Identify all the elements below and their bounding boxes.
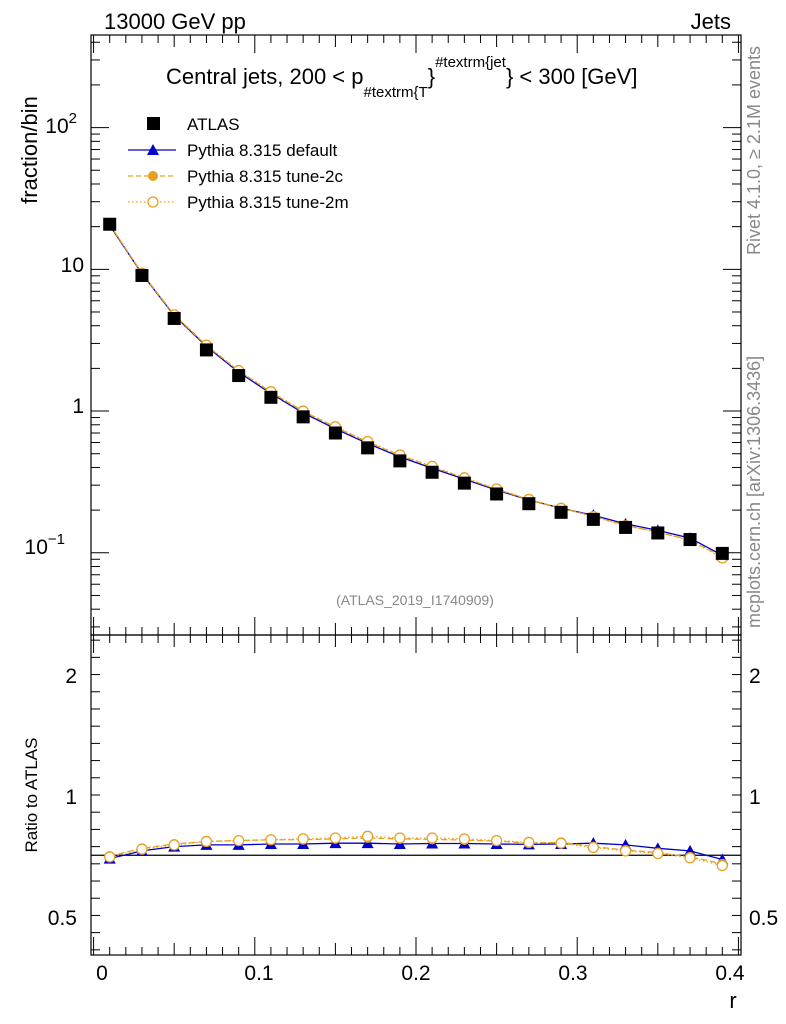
ratio-tick-label-0.5: 0.5: [48, 907, 77, 930]
ratio-tick-label-right-2: 2: [749, 665, 761, 688]
legend-label-atlas: ATLAS: [187, 115, 240, 134]
legend-marker-tune2c: [148, 171, 158, 181]
x-tick-label-0.3: 0.3: [558, 962, 587, 985]
point-atlas: [264, 390, 278, 404]
x-ticks: [93, 35, 739, 955]
ratio-point-pythia-8-315-tune-2m: [458, 833, 471, 845]
ratio-series: [103, 830, 729, 872]
y-tick-label-1: 1: [72, 395, 84, 418]
rivet-version-label: Rivet 4.1.0, ≥ 2.1M events: [744, 46, 764, 255]
ratio-point-pythia-8-315-tune-2m: [233, 834, 245, 847]
ratio-point-pythia-8-315-tune-2m: [361, 830, 374, 842]
ratio-point-pythia-8-315-tune-2m: [136, 843, 148, 855]
mcplots-label: mcplots.cern.ch [arXiv:1306.3436]: [744, 356, 764, 628]
point-atlas: [619, 520, 633, 534]
ratio-plot-frame: [90, 634, 742, 956]
y-tick-label-10: 10: [61, 254, 84, 277]
point-atlas: [328, 426, 342, 440]
ratio-point-pythia-8-315-tune-2m: [426, 832, 438, 844]
point-atlas: [522, 497, 536, 511]
point-atlas: [425, 465, 439, 479]
point-atlas: [199, 343, 213, 357]
ratio-tick-label-1: 1: [65, 786, 77, 809]
x-tick-label-0.1: 0.1: [244, 962, 273, 985]
point-atlas: [167, 311, 181, 325]
ratio-point-pythia-8-315-tune-2m: [555, 837, 567, 849]
ratio-point-pythia-8-315-tune-2m: [490, 834, 503, 847]
ratio-point-pythia-8-315-tune-2m: [104, 851, 116, 863]
ratio-point-pythia-8-315-tune-2m: [329, 832, 342, 844]
point-atlas: [135, 268, 149, 282]
legend: ATLAS Pythia 8.315 default Pythia 8.315 …: [128, 115, 349, 212]
y-axis-title: fraction/bin: [17, 96, 42, 204]
legend-label-tune2c: Pythia 8.315 tune-2c: [187, 167, 343, 186]
legend-label-tune2m: Pythia 8.315 tune-2m: [187, 193, 349, 212]
ratio-tick-label-right-0.5: 0.5: [749, 907, 778, 930]
x-tick-label-0.4: 0.4: [715, 962, 745, 985]
ratio-point-pythia-8-315-tune-2m: [168, 839, 180, 851]
ratio-point-pythia-8-315-tune-2m: [297, 833, 309, 845]
ratio-y-ticks: [91, 639, 741, 951]
point-atlas: [393, 454, 407, 468]
y-tick-label-100: 102: [45, 110, 77, 138]
ratio-point-pythia-8-315-tune-2m: [200, 835, 213, 848]
point-atlas: [586, 512, 600, 526]
series-line-pythia-8-315-default: [109, 225, 723, 556]
ratio-tick-label-2: 2: [65, 665, 77, 688]
main-y-ticks: [91, 41, 741, 628]
series-line-pythia-8-315-tune-2m: [109, 224, 723, 559]
ratio-point-pythia-8-315-tune-2m: [394, 832, 406, 844]
x-tick-label-0: 0: [96, 962, 108, 985]
point-atlas: [490, 487, 504, 501]
point-atlas: [554, 505, 568, 519]
point-atlas: [651, 526, 665, 540]
ratio-point-pythia-8-315-tune-2m: [619, 845, 632, 857]
series-line-pythia-8-315-tune-2c: [109, 224, 723, 558]
legend-marker-atlas: [147, 117, 160, 130]
ratio-point-pythia-8-315-tune-2m: [265, 834, 277, 846]
ratio-point-pythia-8-315-tune-2m: [523, 836, 535, 848]
ratio-point-pythia-8-315-tune-2m: [652, 847, 664, 860]
chart-title: Central jets, 200 < p#textrm{T}#textrm{j…: [166, 54, 637, 101]
point-atlas: [232, 369, 246, 383]
ratio-point-pythia-8-315-tune-2m: [684, 852, 696, 864]
analysis-id-label: (ATLAS_2019_I1740909): [336, 592, 494, 608]
legend-marker-tune2m: [147, 196, 159, 208]
y-tick-label-0.1: 10−1: [25, 531, 65, 559]
ratio-point-pythia-8-315-tune-2m: [716, 859, 728, 872]
main-series: [103, 217, 729, 564]
x-axis-title: r: [729, 988, 736, 1013]
ratio-line-pythia-8-315-default: [109, 842, 723, 861]
ratio-axis-title: Ratio to ATLAS: [22, 738, 41, 853]
point-atlas: [457, 476, 471, 490]
header-energy-label: 13000 GeV pp: [104, 9, 246, 34]
point-atlas: [296, 410, 310, 424]
point-atlas: [683, 533, 697, 547]
point-atlas: [361, 441, 375, 455]
ratio-tick-label-right-1: 1: [749, 786, 761, 809]
x-tick-label-0.2: 0.2: [401, 962, 430, 985]
legend-marker-default: [147, 144, 159, 155]
point-atlas: [715, 546, 729, 560]
point-atlas: [103, 217, 117, 231]
legend-label-default: Pythia 8.315 default: [187, 141, 338, 160]
header-process-label: Jets: [691, 9, 731, 34]
ratio-point-pythia-8-315-tune-2m: [587, 841, 599, 854]
